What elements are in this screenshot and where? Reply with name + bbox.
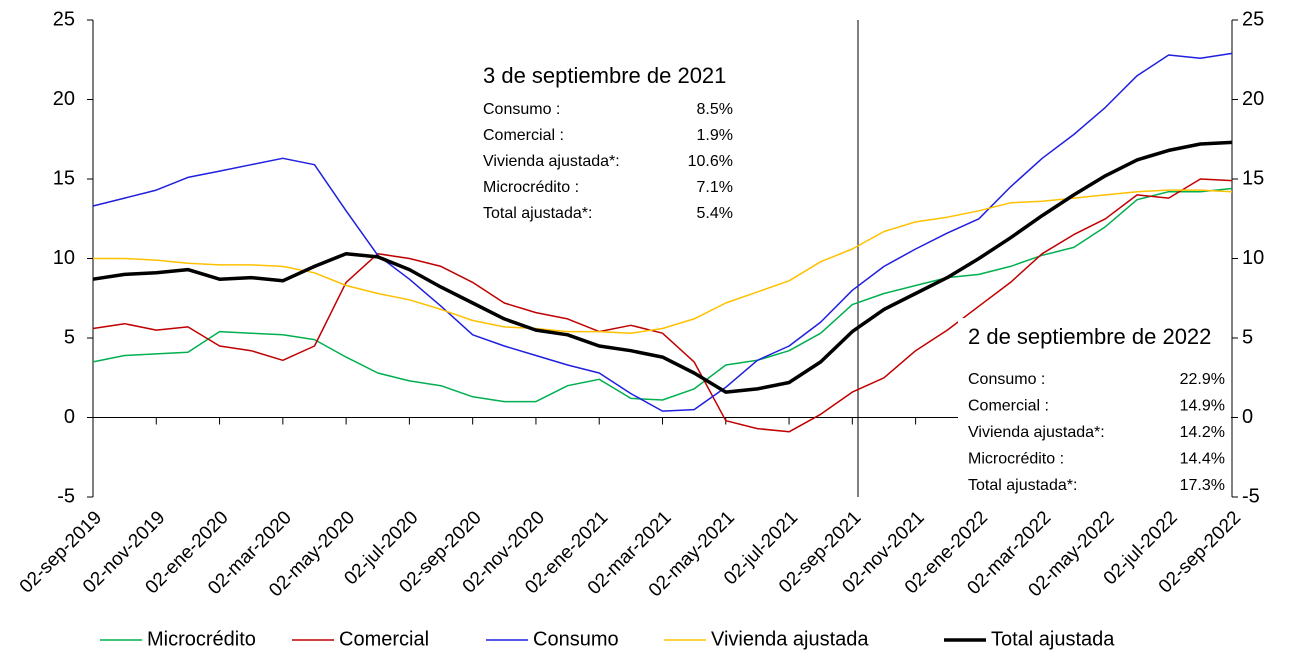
series-line xyxy=(93,189,1233,334)
annotation-title: 3 de septiembre de 2021 xyxy=(483,63,726,88)
y2-tick-label: 20 xyxy=(1242,88,1264,110)
series-line xyxy=(92,187,1233,403)
series-line xyxy=(92,52,1233,412)
legend-label: Total ajustada xyxy=(991,628,1115,650)
annotation-label: Consumo : xyxy=(968,371,1045,388)
y-tick-label: 10 xyxy=(53,247,75,269)
annotation-box xyxy=(958,318,1231,496)
y-tick-label: 5 xyxy=(64,326,75,348)
y2-tick-label: -5 xyxy=(1242,485,1260,507)
annotation-title: 2 de septiembre de 2022 xyxy=(968,324,1211,349)
y2-tick-label: 15 xyxy=(1242,167,1264,189)
annotation-label: Microcrédito : xyxy=(483,179,579,196)
annotation-label: Comercial : xyxy=(483,127,564,144)
legend-label: Comercial xyxy=(339,628,429,650)
annotation-value: 14.2% xyxy=(1180,424,1225,441)
y-tick-label: 15 xyxy=(53,167,75,189)
annotation-value: 5.4% xyxy=(697,205,733,222)
annotation-value: 14.9% xyxy=(1180,398,1225,415)
annotation-label: Vivienda ajustada*: xyxy=(968,424,1105,441)
legend-label: Vivienda ajustada xyxy=(711,628,869,650)
annotation-label: Microcrédito : xyxy=(968,451,1064,468)
y-tick-label: 20 xyxy=(53,88,75,110)
y-tick-label: 25 xyxy=(53,8,75,30)
legend-label: Microcrédito xyxy=(147,628,256,650)
annotation-label: Total ajustada*: xyxy=(483,205,592,222)
y-tick-label: 0 xyxy=(64,406,75,428)
y-tick-label: -5 xyxy=(57,485,75,507)
annotation-value: 1.9% xyxy=(697,127,733,144)
y2-tick-label: 5 xyxy=(1242,326,1253,348)
y2-tick-label: 10 xyxy=(1242,247,1264,269)
annotation-label: Total ajustada*: xyxy=(968,477,1077,494)
annotation-label: Vivienda ajustada*: xyxy=(483,153,620,170)
annotation-value: 10.6% xyxy=(688,153,733,170)
y2-tick-label: 0 xyxy=(1242,406,1253,428)
annotation-value: 7.1% xyxy=(697,179,733,196)
annotation-value: 14.4% xyxy=(1180,451,1225,468)
series-line xyxy=(92,178,1233,433)
annotation-label: Consumo : xyxy=(483,101,560,118)
annotation-value: 22.9% xyxy=(1180,371,1225,388)
annotation-label: Comercial : xyxy=(968,398,1049,415)
series-line xyxy=(92,140,1233,394)
annotation-value: 17.3% xyxy=(1180,477,1225,494)
annotation-value: 8.5% xyxy=(697,101,733,118)
y2-tick-label: 25 xyxy=(1242,8,1264,30)
legend-label: Consumo xyxy=(533,628,619,650)
